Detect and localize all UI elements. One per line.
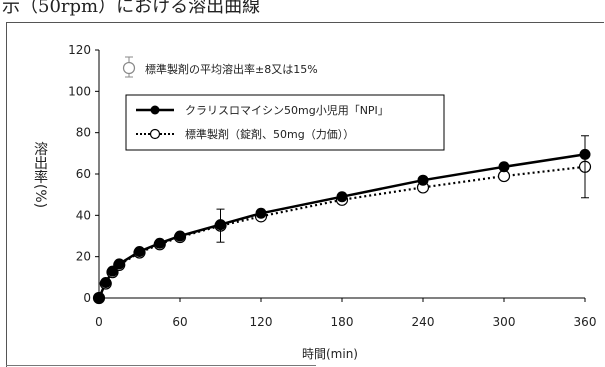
- y-tick-label: 0: [83, 291, 91, 305]
- y-tick-label: 100: [68, 84, 91, 98]
- data-point-test: [154, 237, 166, 249]
- chart-caption: 示（50rpm）における溶出曲線: [2, 0, 261, 17]
- data-point-test: [336, 191, 348, 203]
- legend-errorbar-label: 標準製剤の平均溶出率±8又は15%: [145, 62, 318, 76]
- chart-lines: [97, 153, 586, 299]
- x-tick-label: 180: [331, 315, 354, 329]
- chart-points: [92, 148, 592, 305]
- y-tick-label: 60: [76, 167, 91, 181]
- x-tick-label: 240: [412, 315, 435, 329]
- data-point-test: [255, 207, 267, 219]
- chart-frame: [6, 22, 604, 367]
- y-tick-label: 40: [76, 208, 91, 222]
- legend-series2-label: 標準製剤（錠剤、50mg（力価））: [185, 127, 354, 141]
- x-tick-label: 120: [250, 315, 273, 329]
- data-point-test: [113, 258, 125, 270]
- y-axis-title: 溶出率(%): [32, 142, 48, 208]
- chart-ticks: 0 20 40 60 80 100 120 0 60 120 180 240 300 360: [68, 43, 596, 329]
- x-tick-label: 300: [493, 315, 516, 329]
- x-axis-title: 時間(min): [302, 347, 358, 361]
- data-point-test: [107, 265, 118, 277]
- data-point-test: [174, 230, 186, 242]
- series-line-test: [97, 153, 586, 299]
- legend-box: [125, 94, 445, 151]
- legend-series2-marker: [136, 128, 174, 140]
- series-line-reference: [98, 165, 586, 299]
- legend-errorbar-marker: [122, 56, 136, 78]
- x-tick-label: 60: [172, 315, 187, 329]
- x-tick-label: 0: [95, 315, 103, 329]
- y-tick-label: 20: [76, 250, 91, 264]
- y-tick-label: 120: [68, 43, 91, 57]
- chart-axes: [98, 50, 585, 299]
- data-point-test: [498, 161, 510, 173]
- x-tick-label: 360: [574, 315, 597, 329]
- data-point-test: [100, 277, 112, 288]
- data-point-test: [417, 174, 429, 186]
- legend-series1-label: クラリスロマイシン50mg小児用「NPI」: [185, 104, 389, 117]
- chart-legend: 標準製剤の平均溶出率±8又は15% クラリスロマイシン50mg小児用「NPI」 …: [122, 56, 445, 151]
- chart-errorbars: [216, 135, 589, 243]
- data-point-test: [134, 246, 145, 257]
- bottom-rule: [6, 365, 316, 366]
- data-point-test: [93, 292, 105, 304]
- legend-series1-marker: [136, 105, 174, 115]
- y-tick-label: 80: [76, 126, 91, 140]
